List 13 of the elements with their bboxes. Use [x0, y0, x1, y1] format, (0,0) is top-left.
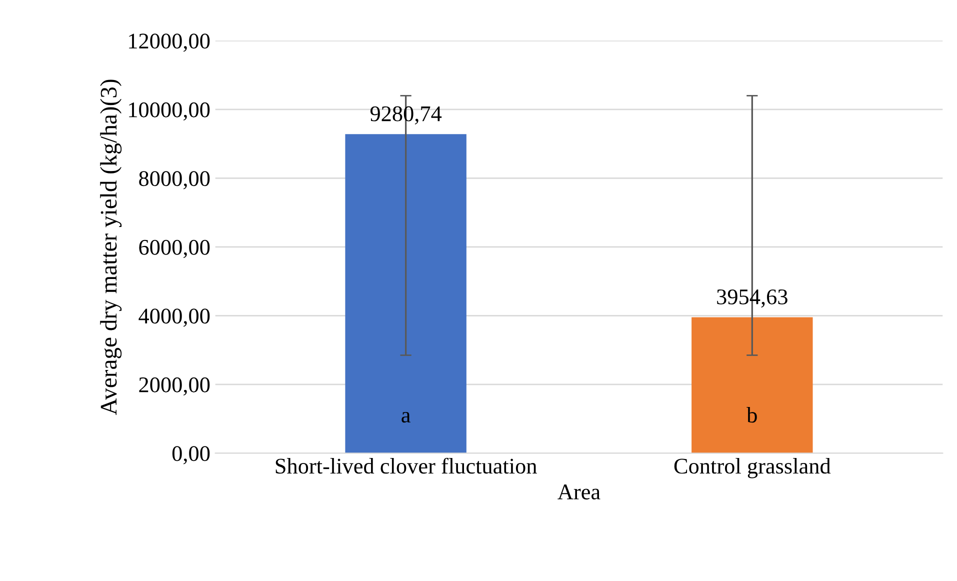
annotation: a: [402, 412, 410, 423]
y-tick-label: 10000,00: [129, 102, 210, 121]
annotation: b: [746, 406, 757, 423]
y-tick-label: 2000,00: [139, 377, 210, 396]
y-tick-label: 12000,00: [129, 34, 210, 52]
y-tick-label: 0,00: [172, 446, 210, 464]
y-tick-label: 4000,00: [138, 308, 210, 327]
y-tick-label: 6000,00: [139, 240, 210, 258]
y-tick-label: 8000,00: [139, 171, 210, 190]
x-axis-title: Area: [558, 484, 600, 500]
x-tick-label: Short-lived clover fluctuation: [276, 458, 537, 474]
x-tick-label: Control grassland: [674, 458, 831, 478]
y-axis-title: Average dry matter yield (kg/ha)(3): [100, 80, 122, 415]
